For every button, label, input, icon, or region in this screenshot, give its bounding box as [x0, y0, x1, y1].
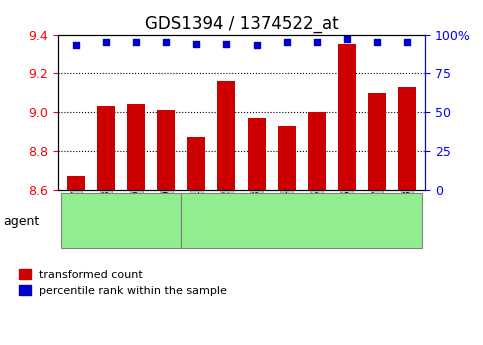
Bar	[308, 112, 326, 190]
Bar	[67, 176, 85, 190]
Point	[223, 41, 230, 47]
Point	[403, 40, 411, 45]
Bar	[217, 81, 236, 190]
Bar	[157, 110, 175, 190]
Bar	[338, 44, 356, 190]
FancyBboxPatch shape	[61, 193, 181, 248]
Text: D-penicillamine: D-penicillamine	[253, 215, 351, 228]
Point	[102, 40, 110, 45]
Title: GDS1394 / 1374522_at: GDS1394 / 1374522_at	[145, 15, 338, 33]
Bar	[278, 126, 296, 190]
Bar	[368, 93, 386, 190]
Bar	[398, 87, 416, 190]
Point	[162, 40, 170, 45]
Point	[253, 42, 260, 48]
Point	[283, 40, 290, 45]
Bar	[187, 137, 205, 190]
Point	[373, 40, 381, 45]
Text: control: control	[99, 215, 143, 228]
Legend: transformed count, percentile rank within the sample: transformed count, percentile rank withi…	[19, 269, 227, 296]
Point	[132, 40, 140, 45]
Bar	[247, 118, 266, 190]
FancyBboxPatch shape	[181, 193, 422, 248]
Point	[193, 41, 200, 47]
Bar	[97, 106, 115, 190]
Point	[72, 42, 80, 48]
Text: agent: agent	[4, 215, 40, 228]
Point	[313, 40, 321, 45]
Point	[343, 36, 351, 42]
Bar	[127, 105, 145, 190]
